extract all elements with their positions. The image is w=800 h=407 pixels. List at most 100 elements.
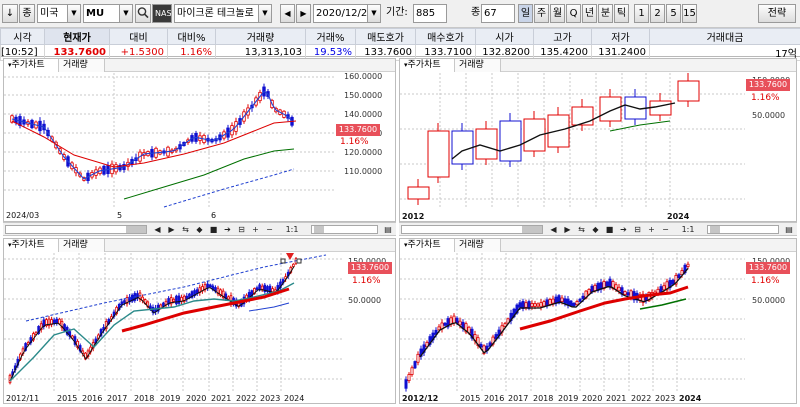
chart-tool-button[interactable]: ◀ bbox=[550, 225, 557, 234]
candle bbox=[37, 326, 40, 335]
x-axis-label: 2021 bbox=[606, 394, 627, 403]
chevron-down-icon[interactable]: ▼ bbox=[119, 5, 132, 22]
interval-tab[interactable]: 15 bbox=[682, 4, 697, 23]
candle bbox=[475, 128, 498, 160]
pane-tabs: ▾주가차트 거래량 bbox=[4, 59, 395, 72]
frequency-tab[interactable]: 주 bbox=[534, 4, 549, 23]
settings-icon[interactable]: ▤ bbox=[785, 225, 793, 234]
chart-tool-button[interactable]: ⇆ bbox=[578, 225, 585, 234]
price-chart-plot[interactable] bbox=[4, 59, 396, 222]
chart-tool-button[interactable]: ◀ bbox=[154, 225, 161, 234]
candle bbox=[416, 353, 420, 363]
candle bbox=[623, 291, 627, 295]
chart-pane-top-right[interactable]: ▾주가차트 거래량 150.000050.0000 133.7600 1.16%… bbox=[399, 58, 797, 222]
next-button[interactable]: ▶ bbox=[296, 4, 311, 23]
candle bbox=[52, 319, 56, 324]
y-axis-label: 140.0000 bbox=[344, 110, 383, 119]
tab-volume[interactable]: 거래량 bbox=[59, 59, 105, 72]
chart-tool-button[interactable]: ■ bbox=[605, 225, 614, 234]
period-input[interactable]: 885 bbox=[413, 4, 447, 23]
chart-tool-button[interactable]: ◆ bbox=[196, 225, 203, 234]
chart-tool-button[interactable]: ➔ bbox=[224, 225, 231, 234]
frequency-tab[interactable]: Q bbox=[566, 4, 581, 23]
zoom-slider[interactable] bbox=[311, 225, 378, 234]
moving-average-line bbox=[11, 120, 297, 168]
candle bbox=[599, 96, 622, 122]
tab-price-chart[interactable]: ▾주가차트 bbox=[400, 239, 455, 252]
settings-icon[interactable]: ▤ bbox=[384, 225, 392, 234]
chart-tool-button[interactable]: ◆ bbox=[592, 225, 599, 234]
x-axis-label: 2024 bbox=[284, 394, 305, 403]
x-axis-label: 2012 bbox=[402, 212, 425, 221]
sort-icon: ↓ bbox=[5, 8, 15, 19]
chart-pane-bottom-right[interactable]: ▾주가차트 거래량 150.0000 50.0000 133.7600 1.16%… bbox=[399, 238, 797, 404]
chart-tool-button[interactable]: ▶ bbox=[564, 225, 571, 234]
chart-tool-button[interactable]: − bbox=[662, 225, 669, 234]
quote-header: 매도호가 bbox=[355, 28, 416, 45]
x-axis-label: 5 bbox=[117, 211, 123, 220]
chevron-down-icon[interactable]: ▼ bbox=[67, 5, 80, 22]
chart-tool-button[interactable]: − bbox=[266, 225, 273, 234]
date-input[interactable]: 2020/12/21 ▼ bbox=[313, 4, 381, 23]
x-axis-label: 2015 bbox=[57, 394, 78, 403]
frequency-tab[interactable]: 분 bbox=[598, 4, 613, 23]
chart-pane-top-left[interactable]: ▾주가차트 거래량 160.0000150.0000140.0000130.00… bbox=[3, 58, 396, 222]
market-select[interactable]: 미국 ▼ bbox=[37, 4, 81, 23]
interval-tab[interactable]: 5 bbox=[666, 4, 681, 23]
quote-header: 거래대금 bbox=[649, 28, 800, 45]
candle bbox=[524, 302, 528, 308]
interval-tab[interactable]: 1 bbox=[634, 4, 649, 23]
frequency-tab[interactable]: 틱 bbox=[614, 4, 629, 23]
candle bbox=[34, 331, 38, 335]
price-chart-plot[interactable] bbox=[4, 239, 396, 404]
chart-tool-button[interactable]: ⇆ bbox=[182, 225, 189, 234]
candle bbox=[677, 274, 681, 279]
prev-button[interactable]: ◀ bbox=[280, 4, 295, 23]
candle bbox=[271, 288, 274, 293]
frequency-tab[interactable]: 년 bbox=[582, 4, 597, 23]
candle bbox=[219, 289, 222, 297]
chart-tool-button[interactable]: ■ bbox=[209, 225, 218, 234]
x-axis-label: 2012/12 bbox=[402, 394, 439, 403]
chart-pane-bottom-left[interactable]: ▾주가차트 거래량 150.0000 50.0000 133.7600 1.16%… bbox=[3, 238, 396, 404]
frequency-tab[interactable]: 월 bbox=[550, 4, 565, 23]
chart-tool-button[interactable]: ▶ bbox=[168, 225, 175, 234]
moving-average-line bbox=[519, 285, 689, 331]
candle bbox=[63, 324, 66, 332]
scrollbar[interactable] bbox=[401, 225, 543, 234]
interval-tab[interactable]: 2 bbox=[650, 4, 665, 23]
chart-tool-button[interactable]: ➔ bbox=[620, 225, 627, 234]
chart-tool-button[interactable]: + bbox=[252, 225, 259, 234]
count-input[interactable]: 67 bbox=[481, 4, 515, 23]
chevron-down-icon: ▾ bbox=[404, 61, 408, 69]
tab-volume[interactable]: 거래량 bbox=[455, 239, 501, 252]
code-button[interactable]: 종 bbox=[19, 4, 35, 23]
candle bbox=[464, 323, 468, 333]
tab-volume[interactable]: 거래량 bbox=[59, 239, 105, 252]
scrollbar[interactable] bbox=[5, 225, 147, 234]
chevron-down-icon[interactable]: ▼ bbox=[367, 5, 380, 22]
price-chart-plot[interactable] bbox=[400, 239, 797, 404]
pane-tabs: ▾주가차트 거래량 bbox=[400, 59, 796, 72]
tab-price-chart[interactable]: ▾주가차트 bbox=[400, 59, 455, 72]
chevron-down-icon[interactable]: ▼ bbox=[258, 5, 271, 22]
sort-button[interactable]: ↓ bbox=[2, 4, 18, 23]
zoom-slider[interactable] bbox=[707, 225, 779, 234]
candle bbox=[26, 342, 30, 346]
chart-tool-button[interactable]: + bbox=[648, 225, 655, 234]
tab-price-chart[interactable]: ▾주가차트 bbox=[4, 59, 59, 72]
search-button[interactable] bbox=[135, 4, 151, 23]
chart-toolbar-right: ◀ ▶ ⇆ ◆ ■ ➔ ⊟ + − 1:1 ▤ bbox=[399, 222, 797, 236]
chart-tool-button[interactable]: ⊟ bbox=[634, 225, 641, 234]
candle bbox=[45, 319, 48, 327]
tab-volume[interactable]: 거래량 bbox=[455, 59, 501, 72]
tab-price-chart[interactable]: ▾주가차트 bbox=[4, 239, 59, 252]
candle bbox=[572, 302, 576, 307]
frequency-tab[interactable]: 일 bbox=[518, 4, 533, 23]
price-chart-plot[interactable] bbox=[400, 59, 797, 222]
y-axis-label: 110.0000 bbox=[344, 167, 383, 176]
strategy-button[interactable]: 전략 bbox=[758, 4, 796, 23]
ticker-input[interactable]: MU ▼ bbox=[83, 4, 133, 23]
chart-tool-button[interactable]: ⊟ bbox=[238, 225, 245, 234]
y-axis-label: 50.0000 bbox=[752, 111, 786, 120]
